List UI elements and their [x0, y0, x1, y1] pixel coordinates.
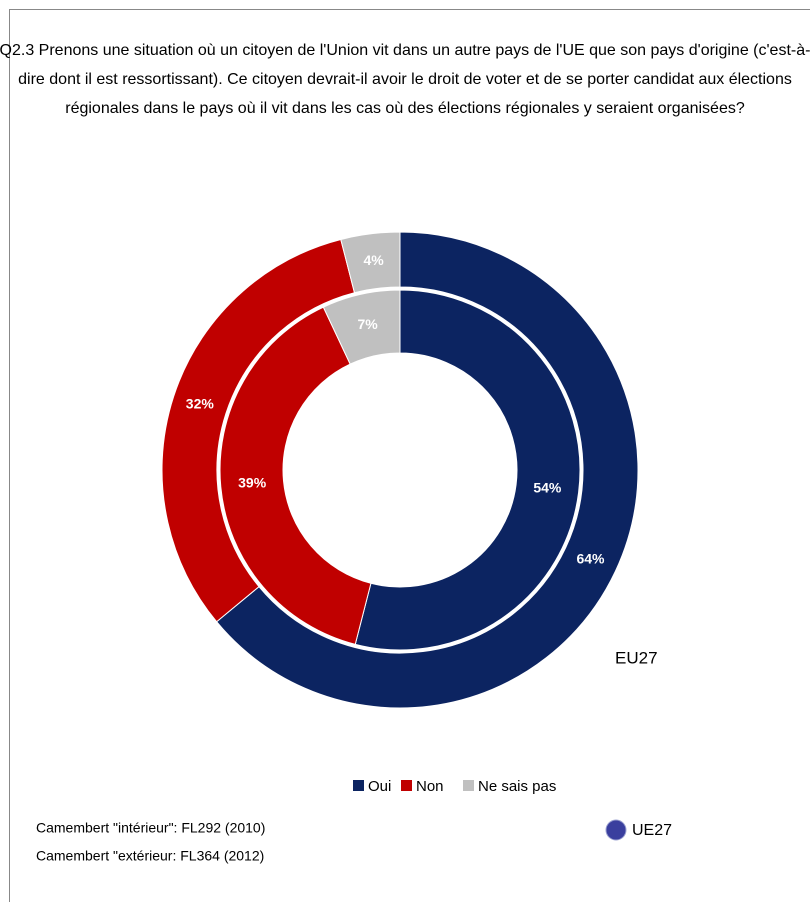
legend-label: Non: [416, 778, 444, 795]
badge: UE27: [632, 822, 672, 839]
globe-icon: [605, 819, 627, 841]
slice: [354, 289, 581, 651]
legend-label: Oui: [368, 778, 391, 795]
legend-label: Ne sais pas: [478, 778, 556, 795]
annotation: EU27: [615, 648, 658, 667]
slice: [161, 238, 356, 623]
data-label: 54%: [533, 479, 562, 495]
slice: [219, 306, 372, 645]
legend-swatch: [353, 780, 364, 791]
note: Camembert "extérieur: FL364 (2012): [36, 848, 264, 864]
chart-title: Q2.3 Prenons une situation où un citoyen…: [0, 42, 810, 117]
legend-swatch: [401, 780, 412, 791]
data-label: 4%: [364, 252, 385, 268]
slice: [215, 231, 639, 709]
note: Camembert "intérieur": FL292 (2010): [36, 820, 265, 836]
data-label: 32%: [186, 396, 215, 412]
data-label: 64%: [576, 550, 605, 566]
legend-swatch: [463, 780, 474, 791]
data-label: 7%: [357, 316, 378, 332]
slice: [322, 289, 401, 365]
data-label: 39%: [238, 475, 267, 491]
frame: [9, 9, 810, 902]
slice: [340, 231, 401, 294]
